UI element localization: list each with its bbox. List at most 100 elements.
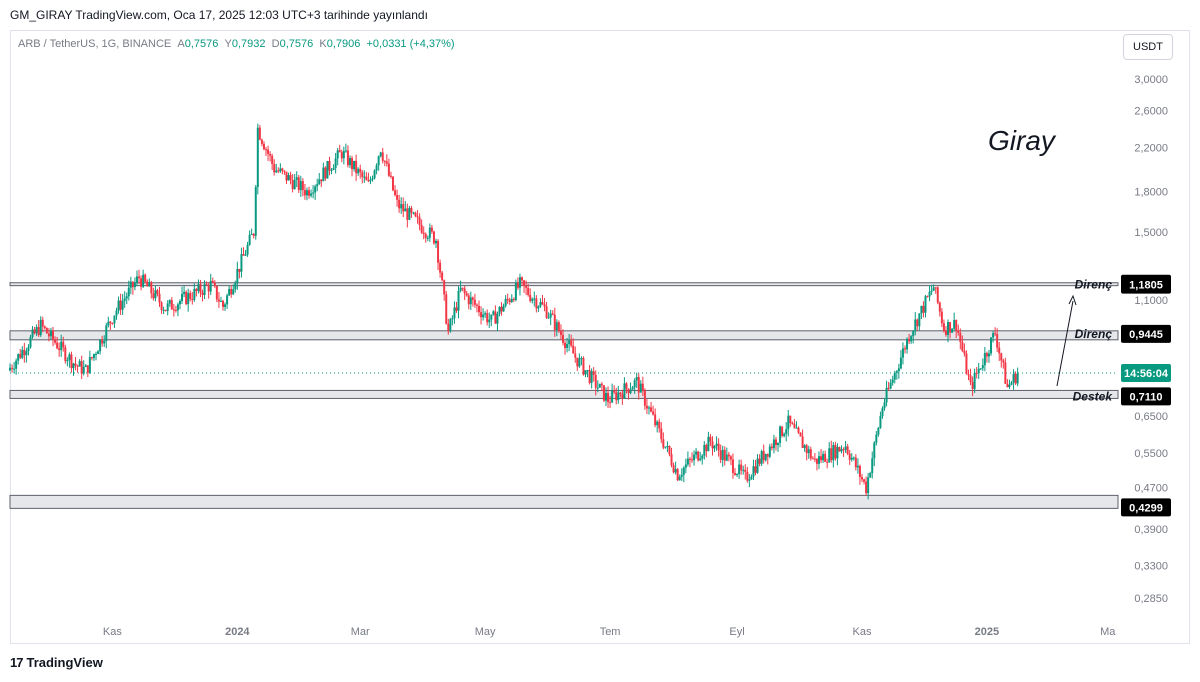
candle	[490, 314, 493, 320]
candle	[535, 298, 538, 309]
candle	[254, 186, 257, 236]
support-badge-text: 0,7110	[1129, 391, 1162, 403]
candle	[498, 306, 501, 314]
candle	[754, 466, 757, 473]
candle	[49, 330, 52, 337]
candle	[523, 280, 526, 287]
candle	[209, 280, 212, 292]
candle	[641, 383, 644, 391]
published-line: GM_GIRAY TradingView.com, Oca 17, 2025 1…	[10, 8, 428, 22]
candle	[64, 347, 67, 361]
candle	[455, 307, 458, 311]
candle	[156, 290, 159, 294]
candle	[770, 446, 773, 449]
candle	[510, 298, 513, 302]
level-zones	[9, 282, 1119, 509]
level-zone[interactable]	[9, 389, 1119, 399]
candle	[105, 325, 108, 341]
candle	[369, 179, 372, 182]
candle	[537, 306, 540, 309]
candle	[197, 284, 200, 291]
candle	[832, 445, 835, 461]
candle	[549, 313, 552, 318]
candle	[944, 330, 947, 335]
candle	[760, 451, 763, 464]
y-tick-label: 1,8000	[1134, 187, 1168, 199]
candle	[721, 449, 724, 460]
candle	[983, 352, 986, 366]
candle	[31, 329, 34, 338]
candle	[901, 348, 904, 358]
candle	[867, 477, 870, 494]
candle	[445, 294, 448, 324]
high-label: Y	[224, 38, 232, 50]
candle	[52, 330, 55, 340]
candle	[76, 365, 79, 367]
candle	[885, 387, 888, 403]
level-zone[interactable]	[9, 494, 1119, 509]
candle	[990, 337, 993, 354]
candle	[150, 282, 153, 294]
candle	[346, 150, 349, 166]
candle	[697, 451, 700, 461]
candle	[860, 477, 863, 480]
candle	[340, 152, 343, 159]
candle	[678, 476, 681, 481]
candle	[355, 160, 358, 174]
candle	[11, 367, 14, 369]
candle	[514, 282, 517, 300]
candle	[654, 414, 657, 426]
candle	[570, 340, 573, 346]
candle	[674, 469, 677, 473]
high-value: 0,7932	[231, 38, 266, 50]
candle	[418, 217, 421, 225]
level-zone[interactable]	[9, 330, 1119, 341]
candle	[801, 436, 804, 448]
candle	[883, 402, 886, 409]
candle	[842, 449, 845, 451]
candle	[817, 456, 820, 464]
candle	[334, 158, 337, 169]
candle	[336, 150, 339, 159]
candle	[99, 339, 102, 352]
candle	[482, 314, 485, 318]
candle	[580, 358, 583, 360]
candle	[688, 458, 691, 460]
candle	[561, 334, 564, 343]
candle	[787, 415, 790, 430]
candle	[314, 186, 317, 193]
candle	[283, 170, 286, 172]
candle	[72, 363, 75, 369]
level-zone[interactable]	[9, 282, 1119, 287]
candle	[138, 276, 141, 279]
candle	[838, 447, 841, 452]
candle	[703, 444, 706, 456]
candle	[936, 287, 939, 303]
candle	[670, 454, 673, 466]
candle	[465, 293, 468, 296]
candle	[916, 319, 919, 327]
candle	[387, 163, 390, 176]
candle	[957, 330, 960, 333]
candle	[449, 319, 452, 332]
candle	[459, 287, 462, 291]
candle	[228, 288, 231, 296]
x-tick-label: Kas	[103, 626, 122, 638]
candle	[82, 366, 85, 374]
candle	[43, 326, 46, 328]
candle	[701, 455, 704, 459]
candle	[267, 149, 270, 154]
tradingview-footer[interactable]: 17 TradingView	[10, 655, 103, 670]
candle	[987, 353, 990, 357]
candle	[146, 281, 149, 287]
symbol-label[interactable]: ARB / TetherUS, 1G, BINANCE	[18, 38, 172, 50]
candle	[799, 432, 802, 437]
candle	[434, 240, 437, 244]
currency-button[interactable]: USDT	[1123, 34, 1173, 60]
candle	[539, 302, 542, 307]
candle	[338, 150, 341, 153]
candle	[762, 451, 765, 461]
candle	[740, 464, 743, 471]
candle	[897, 368, 900, 372]
